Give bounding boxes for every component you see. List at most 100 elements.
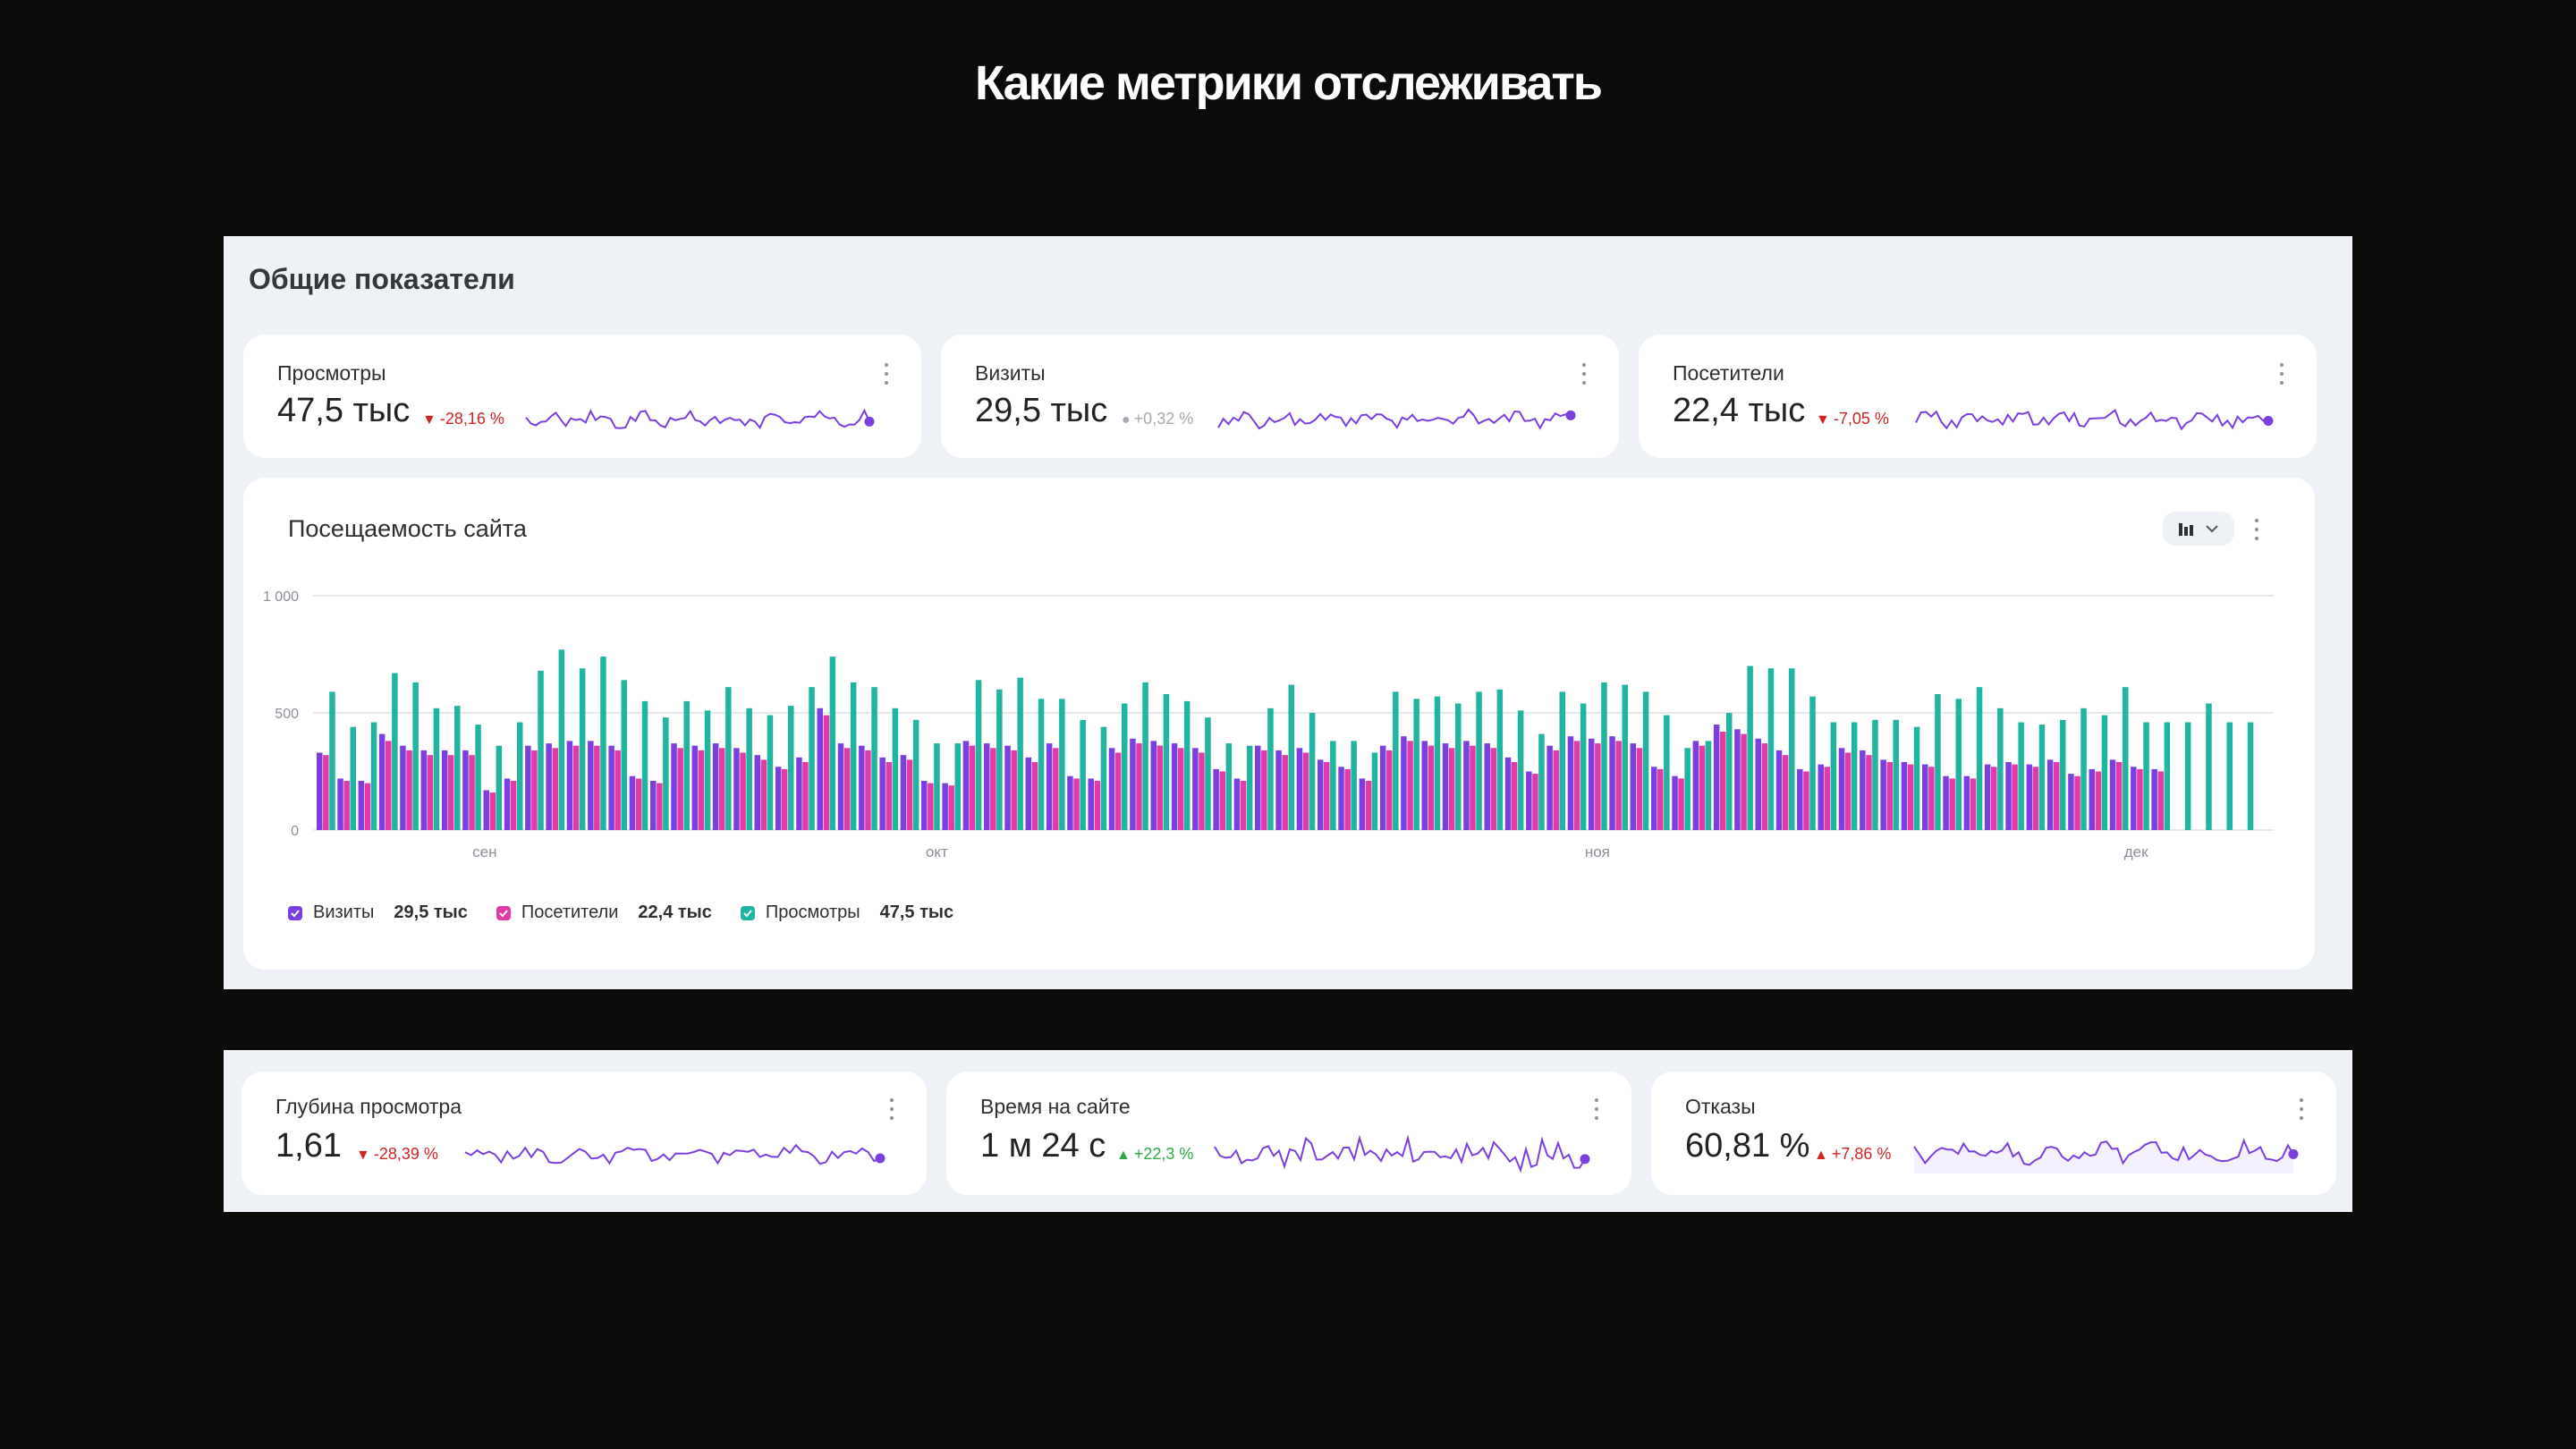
bar-views (538, 670, 544, 830)
more-options-icon[interactable] (889, 1098, 894, 1120)
bar-visits (984, 743, 990, 830)
bar-views (1705, 741, 1712, 830)
bar-visitors (1636, 748, 1643, 830)
bar-views (1122, 703, 1128, 830)
bar-visits (775, 767, 782, 830)
bar-views (1955, 699, 1962, 830)
sparkline-end-dot (875, 1153, 886, 1164)
bar-views (1976, 687, 1983, 830)
bar-views (725, 687, 732, 830)
bar-visitors (906, 759, 913, 830)
more-options-icon[interactable] (2254, 519, 2259, 540)
more-options-icon[interactable] (2279, 363, 2284, 385)
checkbox-checked-icon (288, 905, 302, 920)
bar-views (767, 715, 774, 830)
kpi-card-bounce-rate[interactable]: Отказы 60,81 % ▲ +7,86 % (1651, 1072, 2336, 1195)
kpi-card-visits[interactable]: Визиты 29,5 тыс ● +0,32 % (941, 335, 1619, 458)
bar-views (683, 700, 690, 830)
kpi-delta: ▲ +22,3 % (1116, 1145, 1193, 1164)
bar-visitors (2074, 775, 2080, 830)
bar-views (433, 708, 440, 830)
bar-visitors (1720, 732, 1726, 830)
bar-views (1183, 700, 1191, 830)
legend-item-visits[interactable]: Визиты 29,5 тыс (288, 902, 468, 923)
bar-views (1767, 668, 1775, 830)
sparkline-end-dot (1565, 410, 1576, 420)
bar-views (1476, 691, 1482, 830)
bar-visits (1984, 764, 1991, 830)
kpi-card-depth[interactable]: Глубина просмотра 1,61 ▼ -28,39 % (242, 1072, 927, 1195)
chart-type-button[interactable] (2163, 512, 2234, 546)
bar-views (1455, 703, 1462, 830)
bar-views (1309, 713, 1316, 830)
sparkline-chart (1214, 1134, 1590, 1174)
bar-visitors (614, 750, 621, 830)
bar-visitors (2137, 768, 2143, 830)
bar-visitors (1365, 781, 1372, 830)
legend-item-views[interactable]: Просмотры 47,5 тыс (740, 902, 953, 923)
kpi-card-time-on-site[interactable]: Время на сайте 1 м 24 с ▲ +22,3 % (946, 1072, 1631, 1195)
legend-item-visitors[interactable]: Посетители 22,4 тыс (496, 902, 712, 923)
legend-label: Посетители (521, 902, 619, 922)
kpi-card-views[interactable]: Просмотры 47,5 тыс ▼ -28,16 % (243, 335, 921, 458)
bar-visitors (928, 783, 934, 830)
bar-visitors (406, 750, 412, 830)
y-tick-label: 1 000 (263, 589, 299, 605)
bar-visitors (1532, 774, 1538, 830)
kpi-delta-value: -7,05 % (1833, 410, 1889, 428)
bar-views (996, 689, 1003, 830)
bar-visitors (2032, 767, 2039, 830)
kpi-card-visitors[interactable]: Посетители 22,4 тыс ▼ -7,05 % (1639, 335, 2317, 458)
more-options-icon[interactable] (2299, 1098, 2304, 1120)
bar-visitors (531, 750, 538, 830)
bar-visitors (1490, 748, 1496, 830)
bar-visits (1734, 729, 1741, 830)
bar-visits (1379, 745, 1386, 830)
bar-views (2123, 687, 2129, 830)
bar-visits (1818, 764, 1824, 830)
bar-visitors (510, 781, 517, 830)
bar-visitors (1407, 741, 1413, 830)
kpi-delta: ● +0,32 % (1122, 410, 1193, 428)
bar-views (1893, 719, 1899, 830)
bar-visitors (1073, 778, 1080, 830)
bar-visitors (1199, 752, 1205, 830)
kpi-value: 47,5 тыс (277, 392, 411, 429)
bar-views (912, 719, 919, 830)
bar-visits (525, 745, 531, 830)
checkbox-checked-icon (496, 905, 511, 920)
bar-views (1913, 726, 1920, 830)
kpi-label: Просмотры (277, 361, 386, 385)
bar-views (1038, 699, 1045, 830)
bar-views (1559, 691, 1565, 830)
bar-visits (1046, 743, 1053, 830)
bar-visitors (1094, 781, 1101, 830)
bar-visits (754, 755, 760, 830)
more-options-icon[interactable] (884, 363, 889, 385)
bar-visits (1713, 724, 1720, 830)
bar-visits (2005, 762, 2012, 830)
more-options-icon[interactable] (1594, 1098, 1599, 1120)
kpi-value: 1,61 (275, 1127, 342, 1165)
bar-visits (1901, 762, 1908, 830)
bar-visits (1088, 778, 1094, 830)
bar-visitors (1177, 748, 1184, 830)
bar-views (1434, 696, 1441, 830)
bar-views (746, 708, 752, 830)
sparkline-chart (464, 1143, 886, 1165)
bar-visits (1963, 775, 1970, 830)
bar-views (517, 722, 523, 830)
bar-visitors (886, 762, 892, 830)
bar-visits (837, 743, 844, 830)
bar-visitors (1678, 778, 1684, 830)
bar-visits (358, 781, 365, 830)
bar-visitors (677, 748, 683, 830)
more-options-icon[interactable] (1581, 363, 1587, 385)
bar-visitors (948, 785, 954, 830)
bar-visitors (1595, 743, 1601, 830)
bar-visits (608, 745, 614, 830)
bar-visits (1860, 750, 1866, 830)
bar-views (370, 722, 377, 830)
bar-visitors (781, 768, 788, 830)
chart-title: Посещаемость сайта (288, 515, 527, 542)
